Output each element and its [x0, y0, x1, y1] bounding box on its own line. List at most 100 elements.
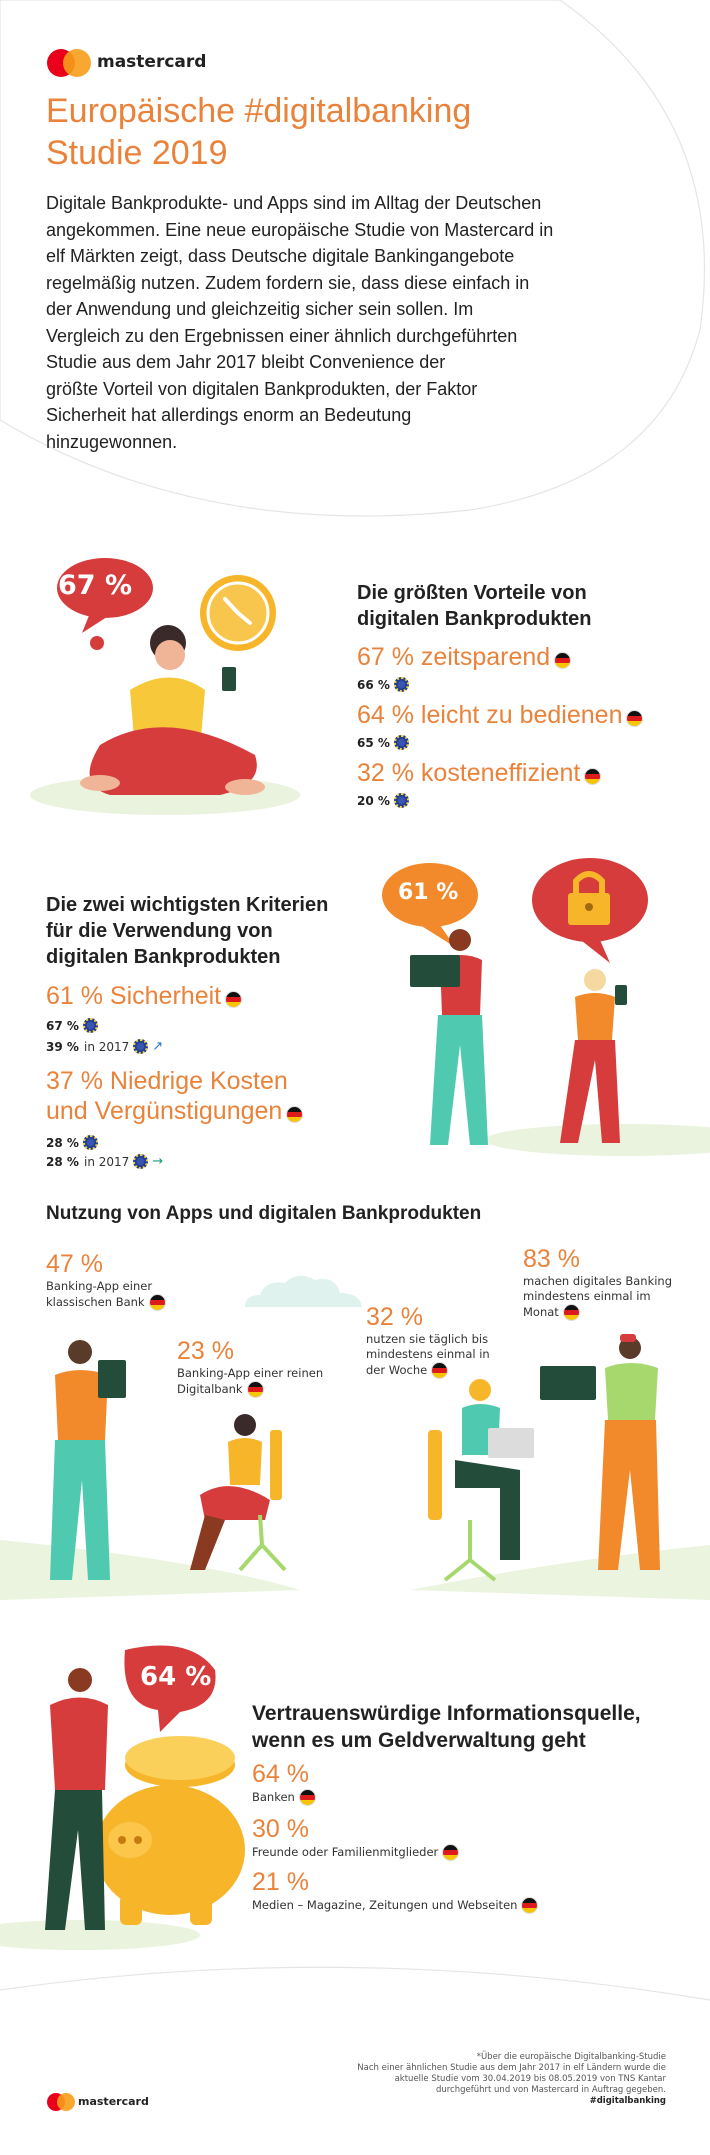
- item-pct: 30 %: [252, 1815, 309, 1843]
- vertrauen-item: 21 % Medien – Magazine, Zeitungen und We…: [252, 1868, 539, 1914]
- intro-line: der Anwendung und gleichzeitig sicher se…: [46, 299, 474, 319]
- kriterium-eu-value: 67 %: [46, 1019, 79, 1033]
- app-users-illustration: [50, 1334, 660, 1582]
- germany-flag-icon: [246, 1381, 264, 1398]
- kriterium-eu-value: 28 %: [46, 1136, 79, 1150]
- kriterium-2017-value: 28 %: [46, 1155, 79, 1169]
- intro-line: größte Vorteil von digitalen Bankprodukt…: [46, 378, 478, 399]
- germany-flag-icon: [562, 1304, 580, 1321]
- item-pct: 64 %: [252, 1760, 309, 1788]
- germany-flag-icon: [584, 768, 602, 785]
- intro-line: Vergleich zu den Ergebnissen einer ähnli…: [46, 325, 518, 346]
- nutzung-stat-monthly: 83 % machen digitales Banking mindestens…: [523, 1245, 672, 1321]
- vorteil-item: 67 % zeitsparend 66 %: [357, 643, 572, 693]
- nutzung-stat-digitalbank: 23 % Banking-App einer reinen Digitalban…: [177, 1337, 323, 1398]
- trend-up-icon: ↗: [152, 1039, 164, 1054]
- germany-flag-icon: [148, 1294, 166, 1311]
- note-line: aktuelle Studie vom 30.04.2019 bis 08.05…: [394, 2074, 666, 2084]
- stat-label: nutzen sie täglich bis: [366, 1332, 489, 1346]
- eu-flag-icon: [133, 1154, 149, 1169]
- stat-label: Banking-App einer reinen: [177, 1366, 324, 1380]
- eu-flag-icon: [82, 1018, 98, 1033]
- page-title: Europäische #digitalbanking Studie 2019: [46, 90, 471, 174]
- bubble-61: 61 %: [398, 880, 459, 905]
- bubble-64: 64 %: [140, 1662, 212, 1692]
- heading-line: wenn es um Geldverwaltung geht: [252, 1729, 586, 1752]
- intro-line: elf Märkten zeigt, dass Deutsche digital…: [46, 246, 515, 266]
- vorteil-de-value: 32 % kosteneffizient: [357, 759, 581, 787]
- germany-flag-icon: [626, 710, 644, 727]
- intro-line: Digitale Bankprodukte- und Apps sind im …: [46, 193, 542, 213]
- eu-flag-icon: [82, 1135, 98, 1150]
- vorteil-de-value: 64 % leicht zu bedienen: [357, 701, 623, 729]
- germany-flag-icon: [298, 1789, 316, 1806]
- kriterium-de-value-2: und Vergünstigungen: [46, 1097, 283, 1125]
- mastercard-logo: [46, 48, 92, 82]
- note-line: Nach einer ähnlichen Studie aus dem Jahr…: [357, 2063, 666, 2073]
- stat-label: mindestens einmal im: [523, 1289, 651, 1303]
- heading-line: Die zwei wichtigsten Kriterien: [46, 894, 329, 916]
- mastercard-circles-icon: [47, 49, 91, 77]
- stat-label: Banking-App einer: [46, 1279, 153, 1293]
- woman-sitting-illustration: [57, 558, 276, 795]
- footer-hashtag: #digitalbanking: [589, 2096, 666, 2106]
- heading-line: digitalen Bankprodukten: [357, 608, 592, 630]
- germany-flag-icon: [286, 1106, 304, 1123]
- footer-note: *Über die europäische Digitalbanking-Stu…: [357, 2052, 666, 2107]
- stat-label: machen digitales Banking: [523, 1274, 673, 1288]
- two-people-security-illustration: [382, 858, 648, 1145]
- vorteil-eu-value: 65 %: [357, 736, 390, 750]
- stat-label: klassischen Bank: [46, 1295, 145, 1309]
- nutzung-stat-classic: 47 % Banking-App einer klassischen Bank: [46, 1250, 166, 1311]
- item-label: Banken: [252, 1790, 295, 1804]
- footer-brand: mastercard: [78, 2095, 149, 2108]
- stat-pct: 47 %: [46, 1250, 103, 1278]
- eu-flag-icon: [393, 677, 409, 692]
- stat-label: mindestens einmal in: [366, 1347, 490, 1361]
- heading-line: digitalen Bankprodukten: [46, 946, 281, 968]
- trend-flat-icon: →: [152, 1153, 164, 1169]
- stat-label: Digitalbank: [177, 1382, 243, 1396]
- intro-line: Sicherheit hat allerdings enorm an Bedeu…: [46, 405, 412, 425]
- vertrauen-heading: Vertrauenswürdige Informationsquelle, we…: [252, 1700, 641, 1754]
- germany-flag-icon: [431, 1362, 449, 1379]
- mastercard-circles-icon: [47, 2093, 75, 2111]
- vertrauen-item: 64 % Banken: [252, 1760, 316, 1806]
- germany-flag-icon: [225, 991, 243, 1008]
- nutzung-stat-weekly: 32 % nutzen sie täglich bis mindestens e…: [366, 1303, 490, 1379]
- kriterien-heading: Die zwei wichtigsten Kriterien für die V…: [46, 892, 328, 970]
- kriterium-de-value: 61 % Sicherheit: [46, 982, 222, 1010]
- vorteil-eu-value: 20 %: [357, 794, 390, 808]
- germany-flag-icon: [442, 1844, 460, 1861]
- note-line: *Über die europäische Digitalbanking-Stu…: [476, 2052, 666, 2062]
- heading-line: Die größten Vorteile von: [357, 582, 587, 604]
- intro-text: Digitale Bankprodukte- und Apps sind im …: [46, 190, 553, 455]
- eu-flag-icon: [393, 793, 409, 808]
- intro-line: Studie aus dem Jahr 2017 bleibt Convenie…: [46, 352, 446, 372]
- intro-line: regelmäßig nutzen. Zudem fordern sie, da…: [46, 272, 530, 293]
- title-line-2: Studie 2019: [46, 134, 228, 172]
- intro-line: hinzugewonnen.: [46, 431, 178, 452]
- stat-pct: 32 %: [366, 1303, 423, 1331]
- brand-name: mastercard: [97, 52, 207, 72]
- vorteil-de-value: 67 % zeitsparend: [357, 643, 551, 671]
- kriterium-de-value: 37 % Niedrige Kosten: [46, 1067, 288, 1095]
- germany-flag-icon: [554, 652, 572, 669]
- kriterium-sicherheit: 61 % Sicherheit 67 % 39 % in 2017 ↗: [46, 982, 243, 1055]
- kriterium-2017-value: 39 %: [46, 1040, 79, 1054]
- vorteile-heading: Die größten Vorteile von digitalen Bankp…: [357, 580, 591, 632]
- stat-pct: 23 %: [177, 1337, 234, 1365]
- year-suffix: in 2017: [84, 1040, 130, 1054]
- stat-pct: 83 %: [523, 1245, 580, 1273]
- nutzung-heading: Nutzung von Apps und digitalen Bankprodu…: [46, 1203, 482, 1224]
- germany-flag-icon: [521, 1897, 539, 1914]
- stat-label: der Woche: [366, 1363, 428, 1377]
- year-suffix: in 2017: [84, 1155, 130, 1169]
- vorteil-eu-value: 66 %: [357, 678, 390, 692]
- heading-line: Vertrauenswürdige Informationsquelle,: [252, 1702, 641, 1725]
- item-label: Freunde oder Familienmitglieder: [252, 1845, 439, 1859]
- kriterium-kosten: 37 % Niedrige Kosten und Vergünstigungen…: [46, 1066, 304, 1171]
- item-pct: 21 %: [252, 1868, 309, 1896]
- note-line: durchgeführt und von Mastercard in Auftr…: [435, 2085, 666, 2095]
